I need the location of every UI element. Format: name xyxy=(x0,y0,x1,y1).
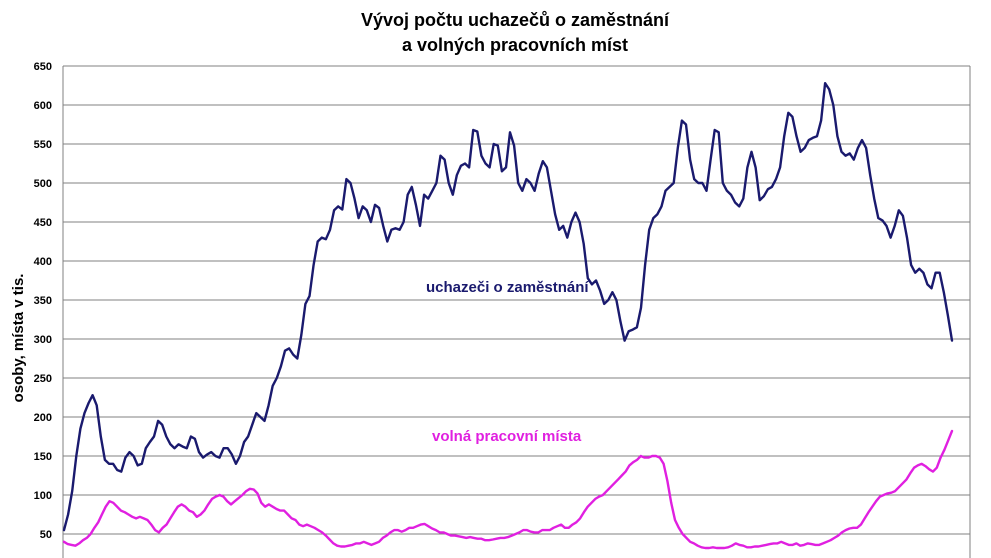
y-tick-label-100: 100 xyxy=(34,490,52,502)
y-tick-label-550: 550 xyxy=(34,139,52,151)
y-axis-label: osoby, místa v tis. xyxy=(10,274,27,403)
series-line-uchazeci xyxy=(62,81,954,532)
y-tick-label-300: 300 xyxy=(34,334,52,346)
y-tick-label-600: 600 xyxy=(34,100,52,112)
y-tick-label-350: 350 xyxy=(34,295,52,307)
chart-subtitle: a volných pracovních míst xyxy=(402,35,628,55)
annotation-uchazeci: uchazeči o zaměstnání xyxy=(426,279,589,296)
y-tick-label-650: 650 xyxy=(34,61,52,73)
annotation-volna-mista: volná pracovní místa xyxy=(432,428,582,445)
y-tick-label-450: 450 xyxy=(34,217,52,229)
y-tick-label-500: 500 xyxy=(34,178,52,190)
series-lines xyxy=(62,81,954,550)
gridlines xyxy=(63,65,970,535)
chart-title: Vývoj počtu uchazečů o zaměstnání xyxy=(361,10,670,30)
y-tick-label-150: 150 xyxy=(34,451,52,463)
y-tick-label-50: 50 xyxy=(40,529,52,541)
y-tick-label-400: 400 xyxy=(34,256,52,268)
y-tick-labels: 50 100 150 200 250 300 350 400 450 500 550 600 650 xyxy=(34,61,52,541)
series-line-volna-mista xyxy=(62,429,954,550)
y-tick-label-250: 250 xyxy=(34,373,52,385)
y-tick-label-200: 200 xyxy=(34,412,52,424)
